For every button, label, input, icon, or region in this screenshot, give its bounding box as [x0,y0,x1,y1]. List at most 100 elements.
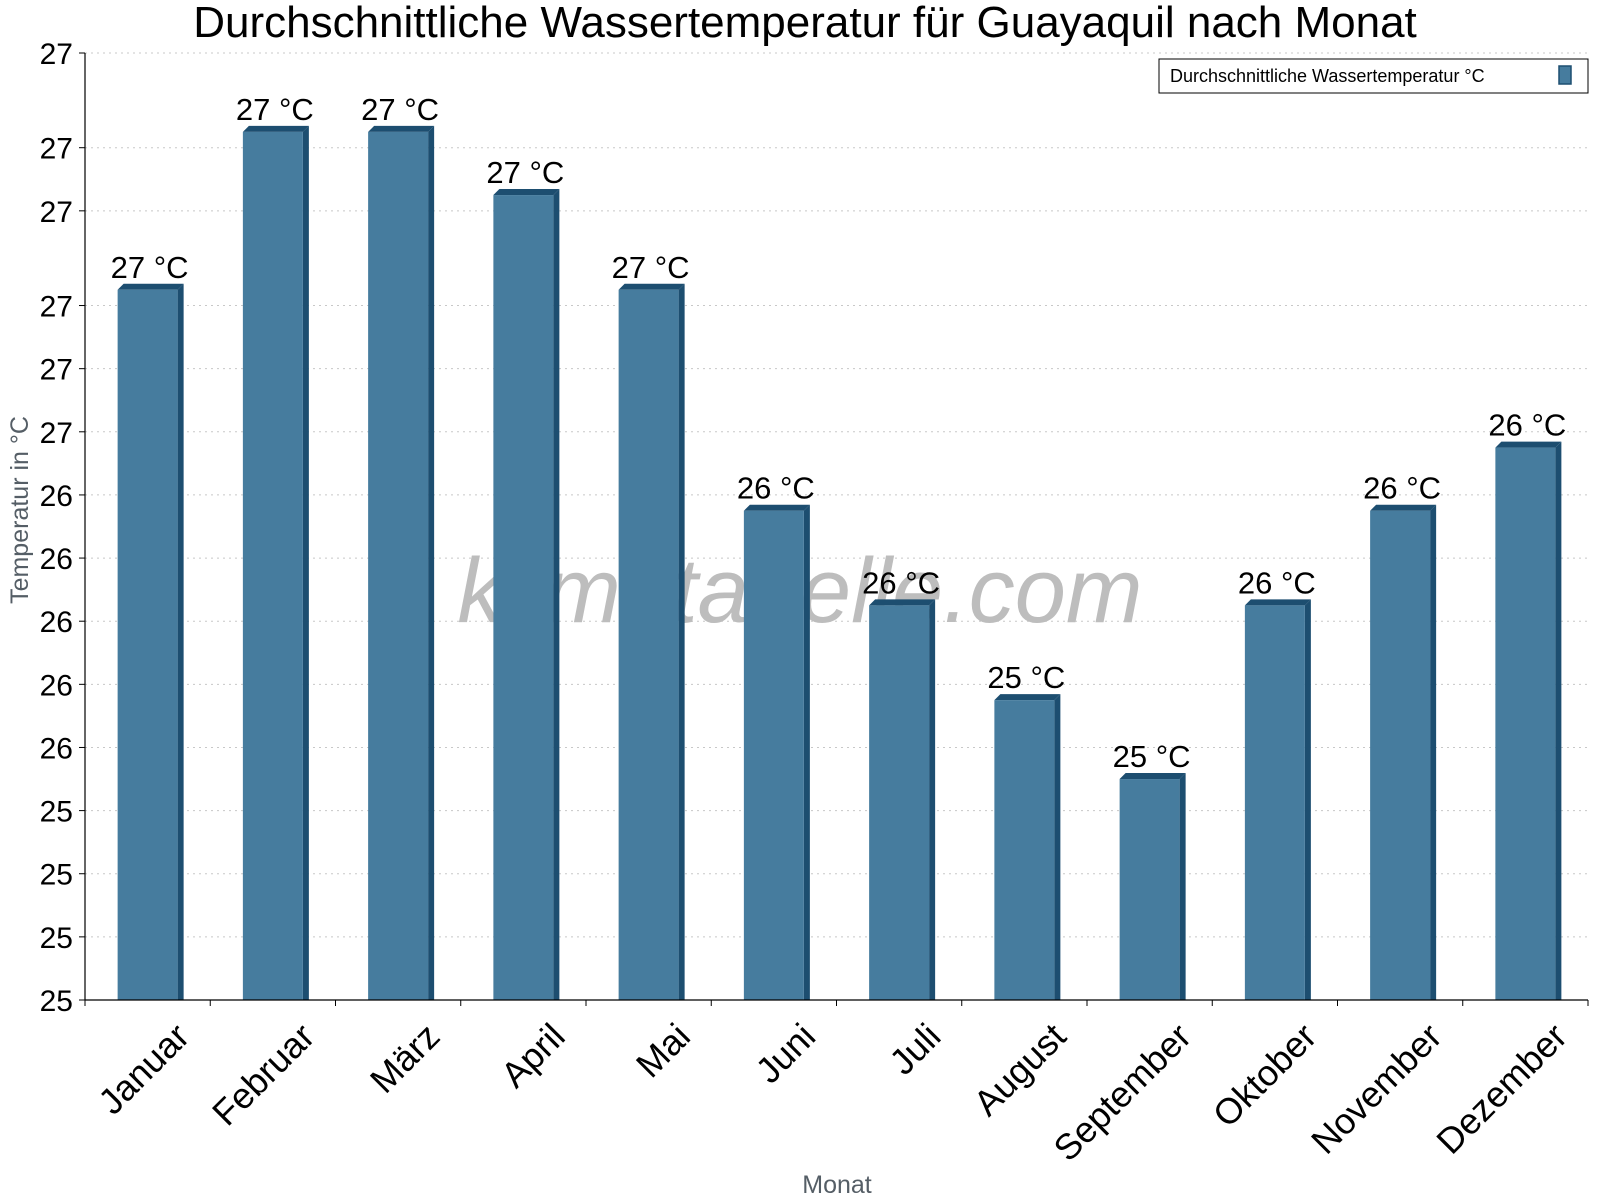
bar-side [1304,599,1311,1000]
bar-side [1054,694,1061,1000]
bar-side [428,125,435,1000]
bar-top [1370,504,1437,511]
data-label: 27 °C [486,155,564,190]
x-tick-labels: Januar Februar März April Mai Juni Juli AugustS… [90,1015,1575,1169]
data-label: 25 °C [1113,739,1191,774]
legend-box [1158,58,1589,94]
data-label: 26 °C [1363,471,1441,506]
bar-side [177,283,184,1000]
y-tick-label: 27 [40,196,73,229]
bar-side [1430,504,1437,1000]
y-tick-label: 25 [40,985,73,1018]
bar-1 [117,283,184,1000]
bar-face [117,289,178,1000]
bar-top [117,283,184,290]
data-label: 26 °C [737,471,815,506]
bar-9 [1119,773,1186,1000]
bar-face [1370,510,1431,1000]
x-tick-label: August [965,1015,1073,1123]
data-label: 27 °C [111,250,189,285]
bar-top [493,189,560,196]
data-label: 27 °C [236,92,314,127]
bar-face [1119,779,1180,1000]
x-tick-label: November [1303,1015,1449,1161]
bar-3 [368,125,435,1000]
data-label: 26 °C [1238,565,1316,600]
data-label: 26 °C [1488,408,1566,443]
y-tick-label: 26 [40,543,73,576]
chart-title: Durchschnittliche Wassertemperatur für G… [193,0,1417,47]
bar-side [678,283,685,1000]
y-tick-label: 27 [40,354,73,387]
bar-top [1244,599,1311,606]
bar-5 [618,283,685,1000]
bar-face [1244,605,1305,1000]
bar-top [743,504,810,511]
bar-7 [869,599,936,1000]
y-axis-title: Temperatur in °C [6,416,34,604]
bar-face [368,131,429,1000]
bar-face [618,289,679,1000]
x-tick-label: Januar [90,1015,197,1122]
bar-side [1555,441,1562,1000]
y-tick-label: 27 [40,133,73,166]
data-labels: 27 °C 27 °C 27 °C 27 °C 27 °C 26 °C 26 °C 25 °C… [111,92,1567,774]
axes [79,52,1589,1006]
bar-side [929,599,936,1000]
bar-11 [1370,504,1437,1000]
y-tick-label: 27 [40,38,73,71]
data-label: 25 °C [987,660,1065,695]
y-tick-label: 26 [40,480,73,513]
y-tick-label: 27 [40,417,73,450]
bar-top [368,125,435,132]
bar-face [743,510,804,1000]
bar-side [302,125,309,1000]
bar-12 [1495,441,1562,1000]
x-tick-label: Dezember [1428,1015,1574,1161]
bar-top [242,125,309,132]
data-label: 27 °C [361,92,439,127]
legend-label: Durchschnittliche Wassertemperatur °C [1170,66,1485,86]
bar-face [493,195,554,1001]
x-tick-label: September [1045,1015,1199,1169]
x-tick-label: Oktober [1205,1015,1325,1135]
bar-side [553,189,560,1001]
y-tick-label: 25 [40,922,73,955]
bar-4 [493,189,560,1001]
x-tick-label: Juli [881,1015,948,1082]
bar-10 [1244,599,1311,1000]
bar-face [242,131,303,1000]
bar-side [803,504,810,1000]
x-tick-label: April [493,1015,573,1095]
x-tick-label: Juni [748,1015,824,1091]
x-tick-label: Februar [204,1015,322,1133]
y-tick-label: 26 [40,606,73,639]
legend-swatch [1558,65,1572,85]
bar-top [869,599,936,606]
bar-side [1179,773,1186,1000]
bar-top [1119,773,1186,780]
bar-top [618,283,685,290]
bar-2 [242,125,309,1000]
data-label: 27 °C [612,250,690,285]
bar-face [869,605,930,1000]
grid-lines [85,52,1588,938]
bar-face [1495,447,1556,1000]
bar-6 [743,504,810,1000]
y-tick-label: 26 [40,732,73,765]
bar-8 [994,694,1061,1000]
bar-top [994,694,1061,701]
y-tick-label: 25 [40,796,73,829]
x-axis-title: Monat [802,1171,872,1199]
bar-top [1495,441,1562,448]
x-tick-label: Mai [628,1015,698,1085]
y-tick-label: 27 [40,291,73,324]
y-tick-labels: 25 25 25 25 26 26 26 26 26 27 27 27 27 27 27 [40,38,73,1018]
bars [117,125,1562,1001]
y-tick-label: 25 [40,859,73,892]
legend: Durchschnittliche Wassertemperatur °C [1158,58,1589,94]
data-label: 26 °C [862,565,940,600]
x-tick-label: März [362,1015,448,1101]
y-tick-label: 26 [40,669,73,702]
